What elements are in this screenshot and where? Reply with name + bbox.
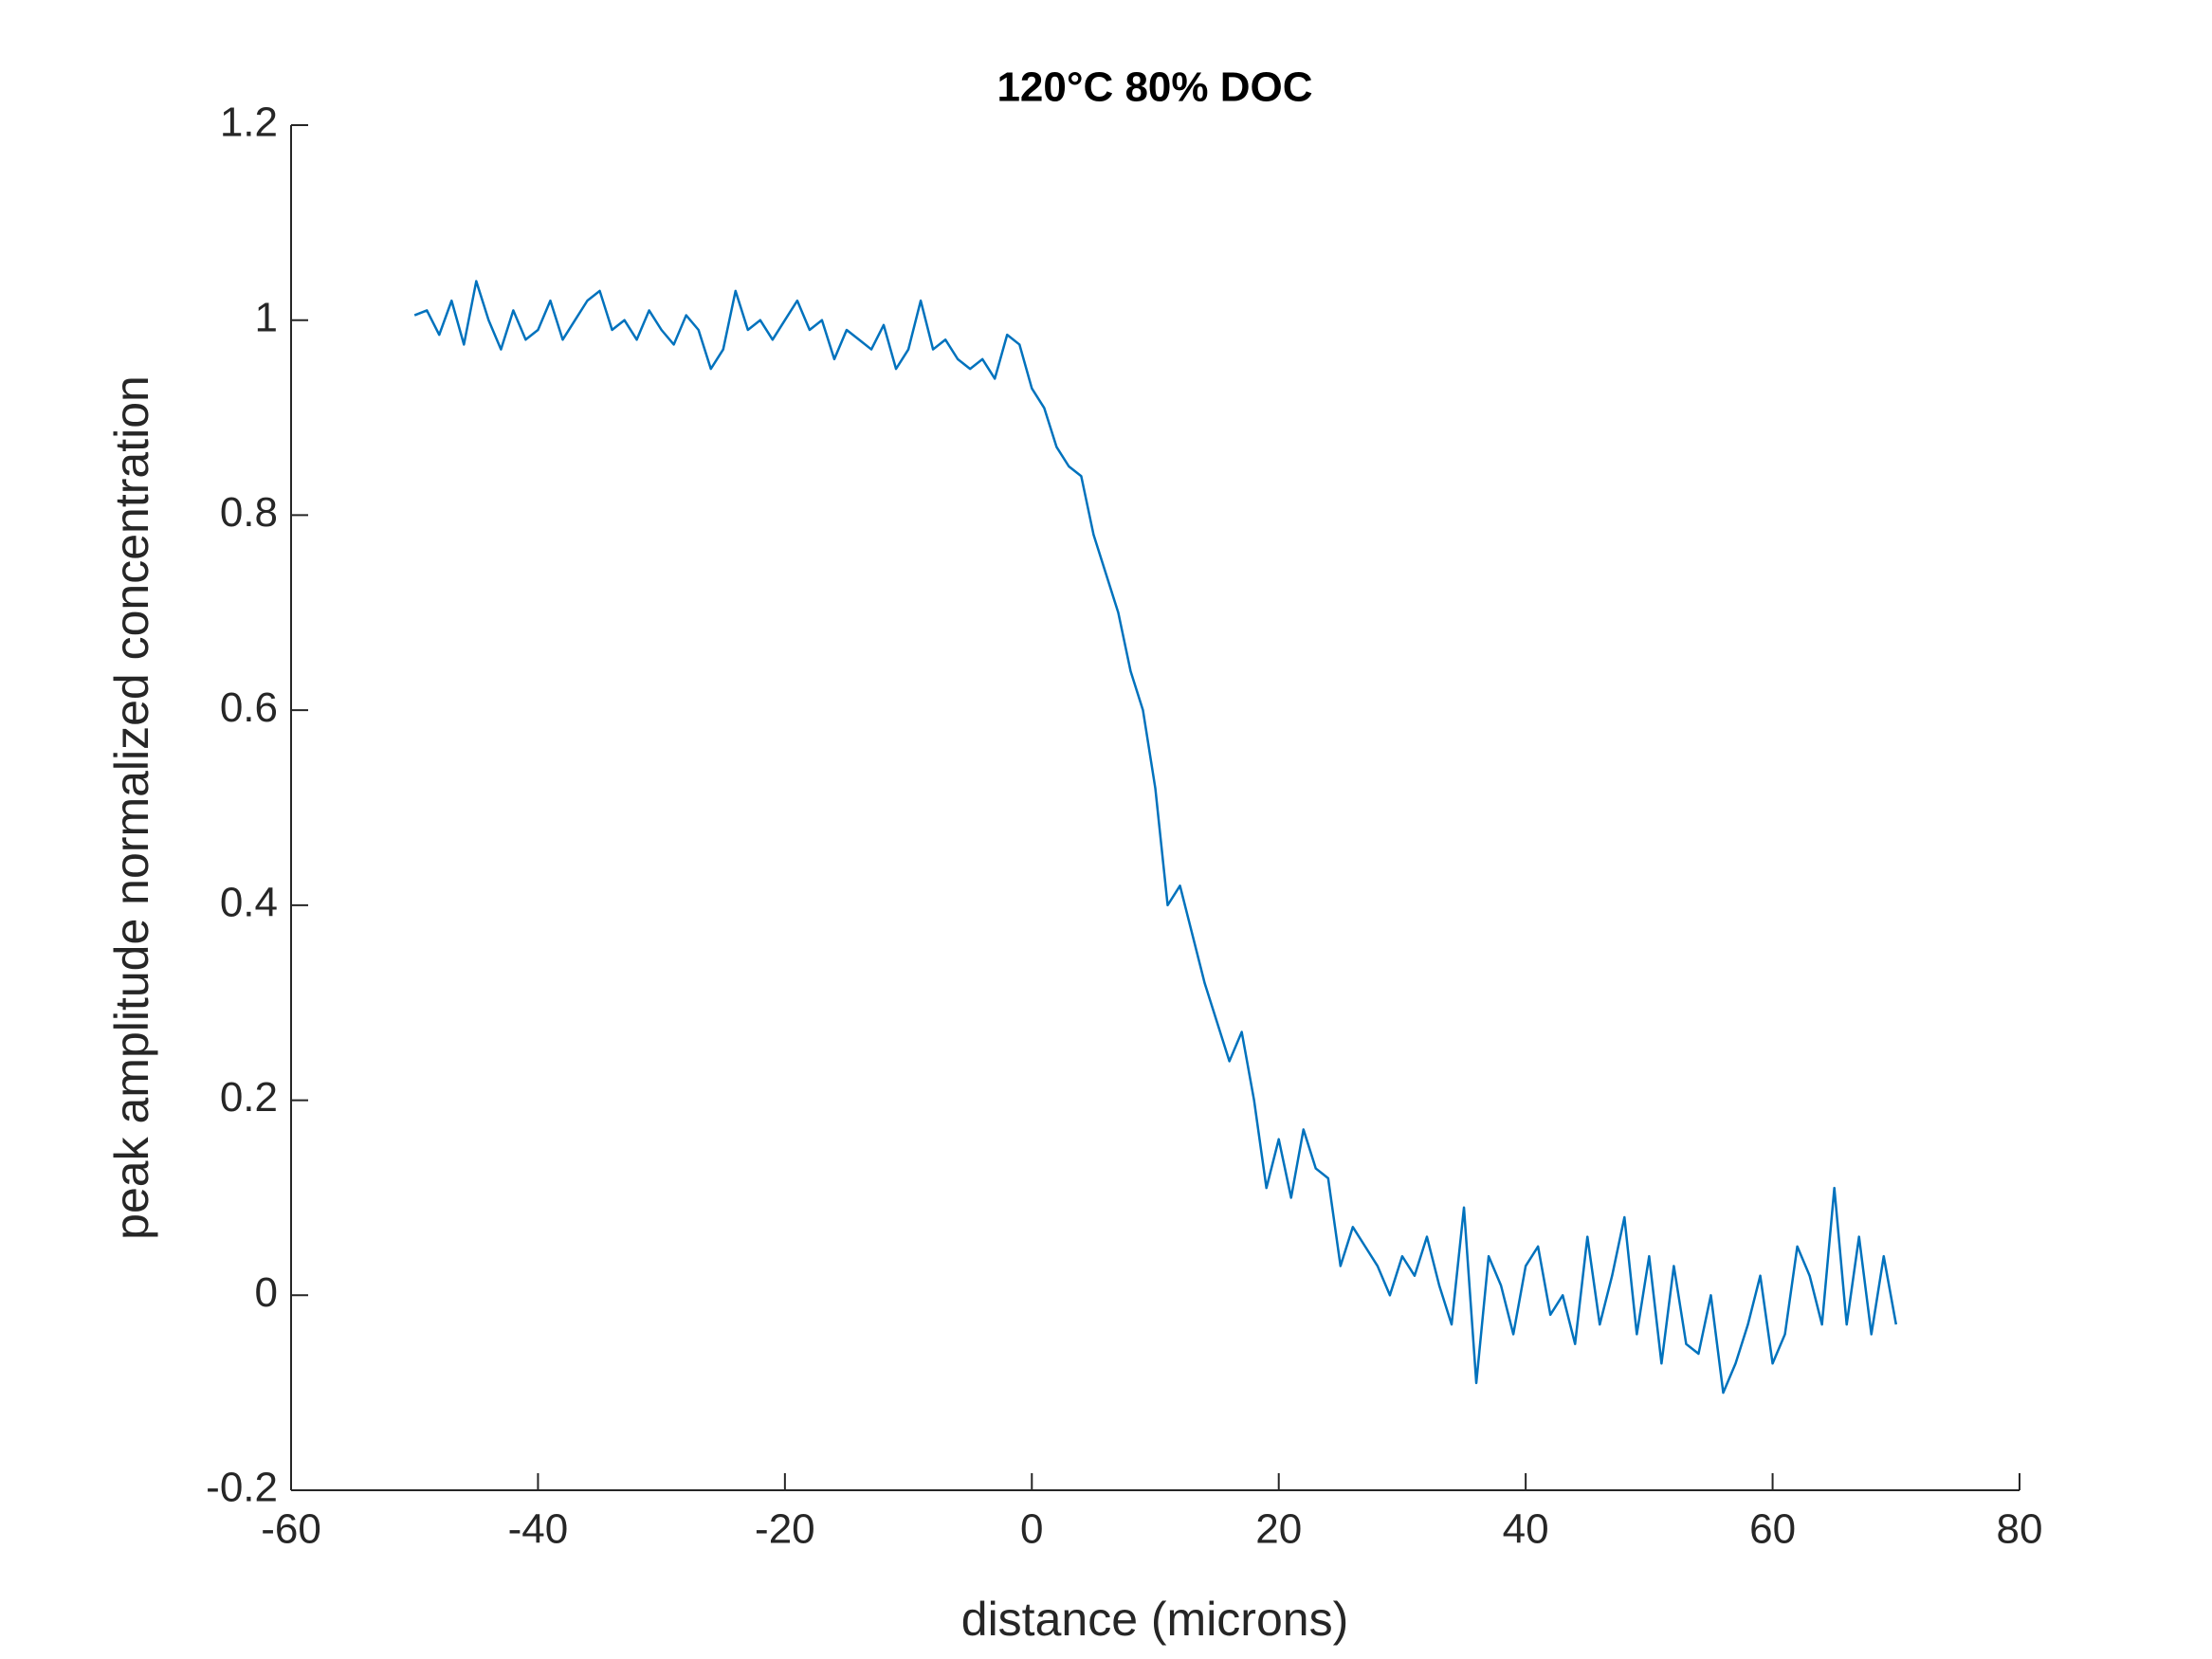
y-tick-label: 0 bbox=[255, 1269, 278, 1316]
y-tick-label: 1.2 bbox=[220, 100, 278, 146]
x-tick-label: -60 bbox=[261, 1506, 321, 1553]
y-axis-label: peak amplitude normalized concentration bbox=[105, 375, 158, 1240]
chart-title: 120°C 80% DOC bbox=[996, 64, 1312, 111]
x-tick-label: 0 bbox=[1020, 1506, 1043, 1553]
data-line bbox=[413, 280, 1898, 1395]
y-tick-label: 0.8 bbox=[220, 489, 278, 536]
y-tick-label: 1 bbox=[255, 294, 278, 340]
y-tick-label: 0.2 bbox=[220, 1074, 278, 1121]
y-tick-label: -0.2 bbox=[206, 1465, 278, 1511]
x-tick-label: -40 bbox=[508, 1506, 569, 1553]
y-tick-label: 0.6 bbox=[220, 684, 278, 731]
x-tick-label: 40 bbox=[1503, 1506, 1549, 1553]
x-tick-label: 60 bbox=[1749, 1506, 1796, 1553]
x-tick-label: 20 bbox=[1255, 1506, 1302, 1553]
x-axis-label: distance (microns) bbox=[961, 1593, 1348, 1646]
y-tick-label: 0.4 bbox=[220, 879, 278, 925]
x-tick-label: -20 bbox=[755, 1506, 815, 1553]
x-tick-label: 80 bbox=[1997, 1506, 2043, 1553]
